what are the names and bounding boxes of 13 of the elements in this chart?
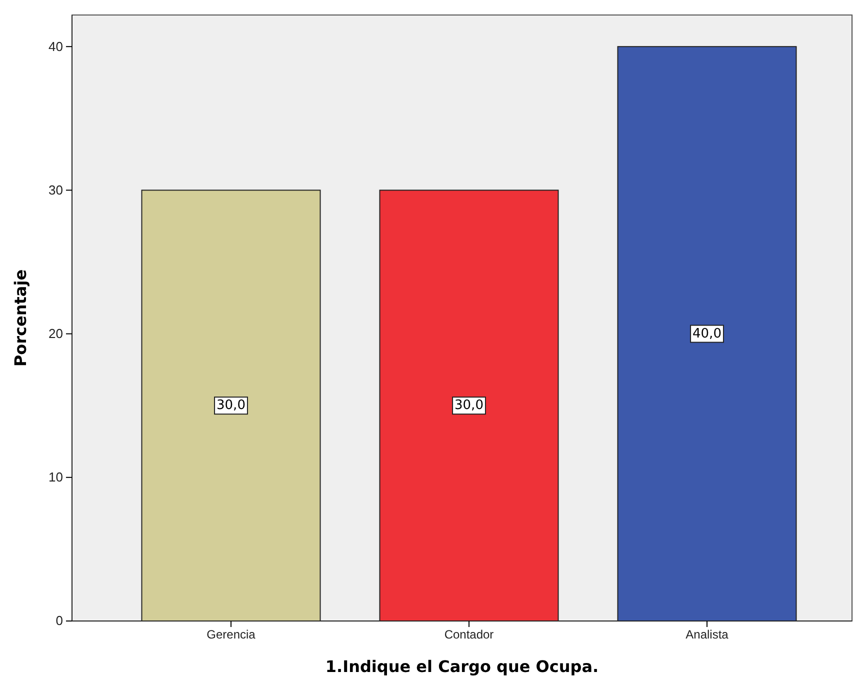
y-tick-label: 40: [48, 38, 63, 54]
y-tick-label: 30: [48, 182, 63, 198]
x-tick-label: Analista: [686, 628, 729, 642]
data-label: 30,0: [216, 398, 246, 414]
data-label: 40,0: [692, 326, 722, 342]
y-tick-label: 20: [48, 326, 63, 341]
data-label: 30,0: [454, 398, 484, 414]
y-tick-label: 0: [56, 613, 63, 628]
y-tick-label: 10: [48, 470, 63, 485]
x-axis-title: 1.Indique el Cargo que Ocupa.: [325, 657, 599, 676]
y-axis-title: Porcentaje: [11, 269, 30, 367]
x-tick-label: Gerencia: [206, 628, 256, 642]
x-tick-label: Contador: [444, 628, 494, 642]
